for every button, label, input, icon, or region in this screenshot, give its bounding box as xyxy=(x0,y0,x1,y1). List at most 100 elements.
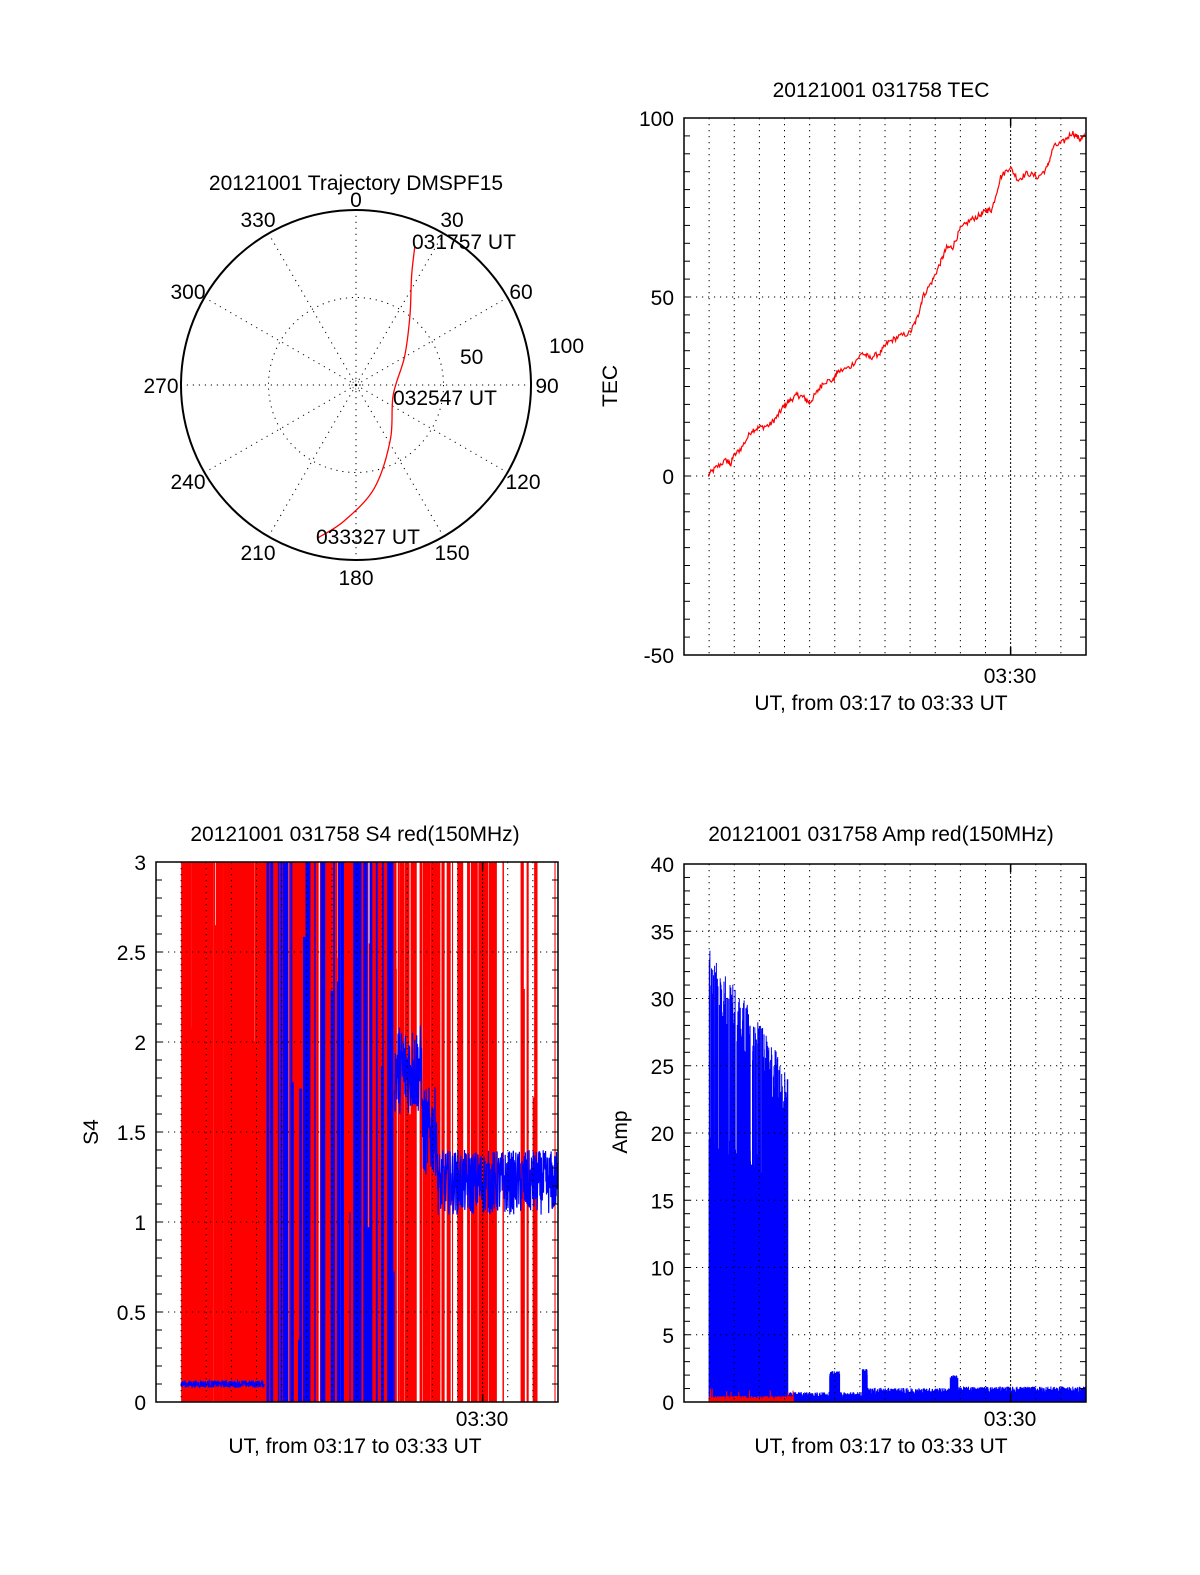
s4-red-bar xyxy=(394,862,397,1402)
s4-blue-bar xyxy=(389,862,394,1402)
s4-red-bar xyxy=(265,862,267,1402)
polar-azimuth-label-210: 210 xyxy=(240,542,275,565)
polar-azimuth-label-90: 90 xyxy=(535,375,558,398)
s4-red-bar xyxy=(534,862,538,1402)
y-tick-label: 35 xyxy=(651,921,674,944)
tec-title: 20121001 031758 TEC xyxy=(773,79,990,102)
amp-blue-trace xyxy=(839,1391,863,1402)
s4-red-bar xyxy=(374,862,378,1402)
s4-blue-bar xyxy=(349,1212,351,1402)
trajectory-middle-label: 032547 UT xyxy=(393,387,497,410)
amp-x-tick-label: 03:30 xyxy=(984,1408,1037,1431)
s4-red-bar xyxy=(217,862,220,1402)
polar-azimuth-labels: 0 30 60 90 120 150 180 210 240 270 300 330 xyxy=(143,189,558,590)
polar-azimuth-label-150: 150 xyxy=(434,542,469,565)
polar-spoke-300 xyxy=(204,297,357,386)
y-tick-label: 50 xyxy=(651,287,674,310)
polar-azimuth-label-120: 120 xyxy=(505,471,540,494)
s4-red-bar xyxy=(245,862,247,1402)
s4-red-bar xyxy=(502,862,504,1402)
s4-blue-trace xyxy=(180,1378,265,1389)
s4-red-bar xyxy=(414,862,417,1402)
tec-x-tick-label: 03:30 xyxy=(984,665,1037,688)
tec-y-axis-label: TEC xyxy=(599,365,622,407)
s4-blue-bar xyxy=(333,862,335,1402)
polar-grid xyxy=(180,209,532,561)
s4-red-bar xyxy=(343,862,346,1402)
s4-red-bar xyxy=(187,862,189,1402)
s4-red-bar xyxy=(301,862,303,1402)
s4-red-bar xyxy=(350,862,355,1402)
s4-blue-bar xyxy=(270,862,274,1402)
polar-trajectory-chart: 20121001 Trajectory DMSPF15 0 30 60 90 120 15… xyxy=(143,172,584,590)
amp-blue-trace xyxy=(786,1391,831,1402)
tec-axes xyxy=(683,117,1087,656)
polar-azimuth-label-300: 300 xyxy=(170,281,205,304)
y-tick-label: 3 xyxy=(134,852,146,875)
s4-blue-bar xyxy=(375,862,378,1402)
polar-spoke-30 xyxy=(355,233,444,386)
s4-y-axis-label: S4 xyxy=(80,1119,103,1145)
s4-red-bar xyxy=(297,862,299,1402)
s4-red-bar xyxy=(254,862,256,1402)
y-tick-label: 20 xyxy=(651,1123,674,1146)
amp-blue-trace xyxy=(861,1368,868,1402)
s4-red-bar xyxy=(423,977,427,1402)
s4-red-bar xyxy=(526,862,529,1402)
s4-blue-bar xyxy=(387,862,391,1402)
s4-blue-bar xyxy=(267,862,270,1402)
polar-radial-label-100: 100 xyxy=(549,335,584,358)
s4-blue-bar xyxy=(282,862,286,1402)
s4-red-bar xyxy=(233,1122,235,1402)
s4-red-bar xyxy=(382,862,386,1402)
s4-red-bar xyxy=(219,862,222,1402)
s4-red-bar xyxy=(446,862,451,1402)
polar-azimuth-label-180: 180 xyxy=(338,567,373,590)
y-tick-label: 30 xyxy=(651,989,674,1012)
s4-red-bar xyxy=(316,862,319,1402)
s4-red-bar xyxy=(236,862,239,1402)
s4-blue-trace xyxy=(436,1149,558,1215)
tec-series xyxy=(707,130,1086,477)
s4-red-bar xyxy=(532,1097,536,1402)
s4-y-tick-labels: 0 0.5 1 1.5 2 2.5 3 xyxy=(117,852,146,1415)
y-tick-label: 0 xyxy=(662,1392,674,1415)
polar-title: 20121001 Trajectory DMSPF15 xyxy=(209,172,503,195)
s4-blue-bar xyxy=(330,990,334,1402)
s4-x-axis-label: UT, from 03:17 to 03:33 UT xyxy=(228,1435,481,1458)
s4-red-bar xyxy=(522,988,525,1402)
tec-y-tick-labels: -50 0 50 100 xyxy=(639,108,674,668)
s4-red-bar xyxy=(441,862,444,1402)
s4-chart: 20121001 031758 S4 red(150MHz) 0 0.5 1 1.5 2… xyxy=(80,823,559,1458)
polar-ring-50 xyxy=(268,297,444,473)
polar-spoke-210 xyxy=(268,384,357,537)
polar-spoke-330 xyxy=(268,233,357,386)
s4-title: 20121001 031758 S4 red(150MHz) xyxy=(190,823,519,846)
s4-red-bar xyxy=(202,862,205,1402)
s4-blue-bar xyxy=(369,862,373,1402)
y-tick-label: 1.5 xyxy=(117,1122,146,1145)
s4-red-bar xyxy=(428,862,430,1402)
s4-blue-trace xyxy=(394,1025,423,1114)
s4-blue-bar xyxy=(285,862,288,1402)
s4-red-bar xyxy=(488,862,493,1402)
s4-blue-bar xyxy=(286,862,289,1402)
trajectory-start-label: 031757 UT xyxy=(412,231,516,254)
trajectory-line xyxy=(317,246,416,539)
s4-blue-bar xyxy=(290,862,293,1402)
s4-red-bar xyxy=(211,862,214,1402)
amp-blue-trace xyxy=(949,1375,959,1402)
s4-red-bar xyxy=(190,1028,193,1402)
s4-red-bar xyxy=(228,862,232,1402)
polar-center-mark xyxy=(351,380,361,390)
y-tick-label: 0 xyxy=(134,1392,146,1415)
s4-red-bar xyxy=(241,958,244,1402)
s4-red-bar xyxy=(199,862,203,1402)
s4-red-bar xyxy=(214,925,217,1402)
s4-blue-bar xyxy=(302,936,306,1402)
y-tick-label: 2.5 xyxy=(117,942,146,965)
s4-blue-bar xyxy=(382,862,384,1402)
y-tick-label: 10 xyxy=(651,1258,674,1281)
s4-blue-bar xyxy=(291,1082,294,1402)
